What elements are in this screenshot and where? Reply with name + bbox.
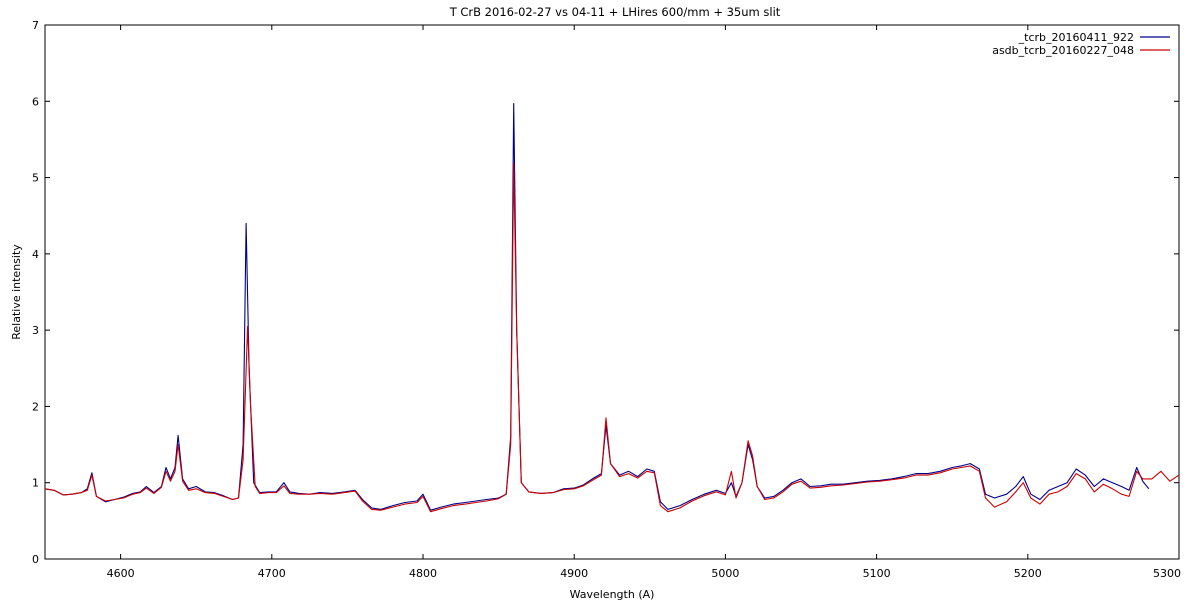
- y-axis-ticks: 0 1 2 3 4 5 6 7: [32, 19, 1179, 566]
- y-tick-label: 3: [32, 324, 39, 337]
- series-lines: [44, 103, 1180, 513]
- series-line-1: [44, 103, 1150, 511]
- x-tick-label: 4700: [258, 567, 286, 580]
- x-tick-label: 4800: [409, 567, 437, 580]
- y-axis-label: Relative intensity: [10, 244, 23, 340]
- x-tick-label: 5100: [863, 567, 891, 580]
- y-tick-label: 7: [32, 19, 39, 32]
- x-tick-label: 5000: [711, 567, 739, 580]
- y-tick-label: 5: [32, 172, 39, 185]
- legend-label-2: asdb_tcrb_20160227_048: [992, 44, 1134, 57]
- series-line-2: [44, 163, 1180, 513]
- legend-label-1: _tcrb_20160411_922: [1018, 31, 1134, 44]
- x-axis-ticks: 4600 4700 4800 4900 5000 5100 5200 5300: [107, 25, 1181, 580]
- plot-area-border: [44, 24, 1180, 560]
- y-tick-label: 2: [32, 400, 39, 413]
- x-tick-label: 5300: [1153, 567, 1181, 580]
- x-tick-label: 4900: [560, 567, 588, 580]
- x-tick-label: 4600: [107, 567, 135, 580]
- y-tick-label: 4: [32, 248, 39, 261]
- chart-title: T CrB 2016-02-27 vs 04-11 + LHires 600/m…: [449, 5, 781, 19]
- x-axis-label: Wavelength (A): [570, 588, 655, 601]
- y-tick-label: 1: [32, 477, 39, 490]
- y-tick-label: 0: [32, 553, 39, 566]
- y-tick-label: 6: [32, 95, 39, 108]
- x-tick-label: 5200: [1014, 567, 1042, 580]
